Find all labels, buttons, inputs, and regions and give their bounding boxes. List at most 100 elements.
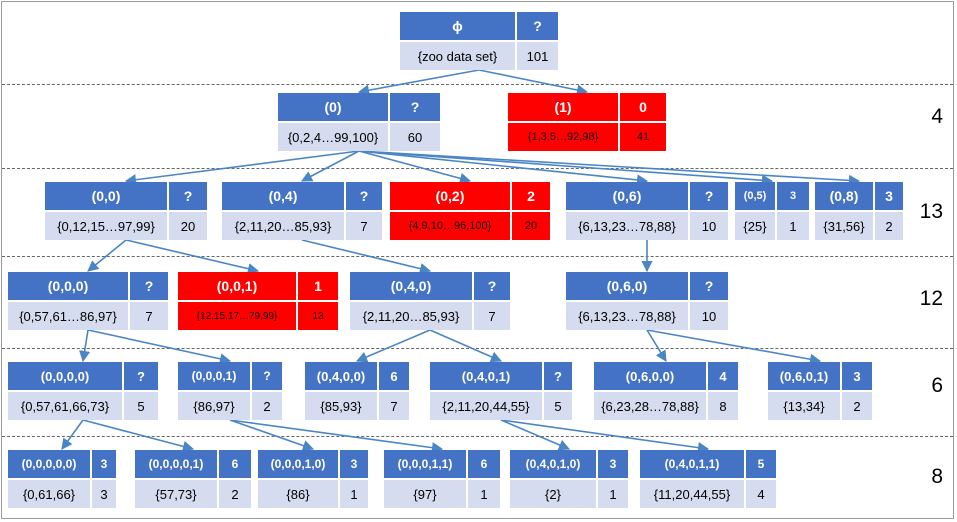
node-flag: 3: [338, 450, 368, 478]
node-data-row: {57,73} 2: [135, 480, 251, 508]
node-header: (0,0,1) 1: [178, 272, 338, 300]
tree-node: (0,6,0,0) 4 {6,23,28…78,88} 8: [594, 362, 738, 420]
node-header: (0,0,0,1)?: [178, 362, 282, 390]
node-label: (0,4): [222, 182, 344, 210]
node-set: {86,97}: [178, 392, 250, 420]
node-label: (0,2): [390, 182, 510, 210]
node-data-row: {97} 1: [384, 480, 500, 508]
node-data-row: {31,56} 2: [815, 212, 903, 240]
node-set: {0,57,61,66,73}: [8, 392, 122, 420]
node-set: {2,11,20,44,55}: [430, 392, 542, 420]
node-data-row: {1,3,5…92,98} 41: [508, 123, 666, 151]
node-count: 13: [296, 302, 338, 330]
tree-node: (0,4,0,1,0) 3 {2} 1: [510, 450, 628, 508]
node-set: {85,93}: [305, 392, 377, 420]
node-set: {97}: [384, 480, 466, 508]
node-header: (0)?: [278, 93, 440, 121]
tree-edge: [429, 329, 503, 363]
node-data-row: {0,57,61,66,73} 5: [8, 392, 158, 420]
node-flag: ?: [688, 272, 728, 300]
node-header: (0,0,0,0,0) 3: [8, 450, 116, 478]
tree-node: (0,4,0,1)? {2,11,20,44,55} 5: [430, 362, 572, 420]
node-count: 20: [510, 212, 550, 240]
tree-edge: [358, 150, 861, 186]
node-data-row: {85,93} 7: [305, 392, 409, 420]
node-data-row: {6,13,23…78,88} 10: [566, 212, 728, 240]
node-count: 1: [596, 480, 628, 508]
tree-edge: [500, 419, 710, 454]
tree-edge: [301, 150, 360, 182]
tree-edge: [87, 329, 232, 365]
node-set: {11,20,44,55}: [640, 480, 744, 508]
tree-edge: [61, 419, 84, 450]
node-label: (0,5): [735, 182, 775, 210]
node-count: 7: [128, 302, 168, 330]
node-set: {1,3,5…92,98}: [508, 123, 618, 151]
node-count: 5: [542, 392, 572, 420]
node-flag: ?: [128, 272, 168, 300]
level-count: 13: [919, 200, 943, 223]
node-header: (0,4,0,1)?: [430, 362, 572, 390]
node-set: {zoo data set}: [400, 42, 515, 70]
level-separator: [2, 168, 953, 169]
node-flag: 6: [217, 450, 251, 478]
node-count: 3: [90, 480, 116, 508]
node-label: (0,4,0,1,1): [640, 450, 744, 478]
node-data-row: {2,11,20…85,93} 7: [350, 302, 510, 330]
node-set: {2,11,20…85,93}: [350, 302, 472, 330]
node-label: (0,4,0,0): [305, 362, 377, 390]
node-count: 8: [706, 392, 738, 420]
tree-node: (0,0,0,0,0) 3 {0,61,66} 3: [8, 450, 116, 508]
tree-node: (0,0)? {0,12,15…97,99} 20: [45, 182, 207, 240]
node-label: (0,0): [45, 182, 167, 210]
node-header: (0,5) 3: [735, 182, 809, 210]
tree-node: (0,6,0)? {6,13,23…78,88} 10: [566, 272, 728, 330]
tree-node: (0,0,0)? {0,57,61…86,97} 7: [8, 272, 168, 330]
node-data-row: {0,61,66} 3: [8, 480, 116, 508]
node-count: 7: [472, 302, 510, 330]
level-separator: [2, 348, 953, 349]
tree-edge: [301, 239, 432, 275]
node-data-row: {25} 1: [735, 212, 809, 240]
level-separator: [2, 436, 953, 437]
tree-node: (0,4,0,0) 6 {85,93} 7: [305, 362, 409, 420]
tree-node: (0,4,0)? {2,11,20…85,93} 7: [350, 272, 510, 330]
tree-edge: [358, 150, 472, 184]
node-flag: ?: [472, 272, 510, 300]
node-count: 41: [618, 123, 666, 151]
tree-edge: [358, 150, 774, 186]
tree-node: (0,0,0,1,0) 3 {86} 1: [258, 450, 368, 508]
tree-node: ϕ? {zoo data set} 101: [400, 12, 558, 70]
node-count: 2: [217, 480, 251, 508]
tree-node: (0,6,0,1) 3 {13,34} 2: [768, 362, 872, 420]
node-label: ϕ: [400, 12, 515, 40]
node-set: {57,73}: [135, 480, 217, 508]
tree-edge: [229, 419, 444, 454]
node-flag: 4: [706, 362, 738, 390]
tree-edge: [500, 419, 571, 451]
node-count: 1: [338, 480, 368, 508]
level-count: 6: [931, 374, 943, 397]
tree-node: (0,5) 3 {25} 1: [735, 182, 809, 240]
node-flag: 5: [744, 450, 776, 478]
node-set: {2}: [510, 480, 596, 508]
node-data-row: {0,2,4…99,100} 60: [278, 123, 440, 151]
node-header: (1) 0: [508, 93, 666, 121]
node-count: 5: [122, 392, 158, 420]
node-flag: 3: [90, 450, 116, 478]
tree-node: (0,4,0,1,1) 5 {11,20,44,55} 4: [640, 450, 776, 508]
tree-edge: [87, 239, 127, 272]
tree-edge: [478, 69, 589, 96]
node-header: (0,6,0)?: [566, 272, 728, 300]
node-data-row: {2,11,20…85,93} 7: [222, 212, 382, 240]
tree-edge: [124, 150, 360, 186]
tree-node: (0)? {0,2,4…99,100} 60: [278, 93, 440, 151]
node-set: {2,11,20…85,93}: [222, 212, 344, 240]
tree-edge: [229, 419, 315, 451]
node-flag: ?: [388, 93, 440, 121]
node-count: 2: [840, 392, 872, 420]
tree-node: (0,0,0,0,1) 6 {57,73} 2: [135, 450, 251, 508]
node-data-row: {2,11,20,44,55} 5: [430, 392, 572, 420]
node-data-row: {86,97} 2: [178, 392, 282, 420]
